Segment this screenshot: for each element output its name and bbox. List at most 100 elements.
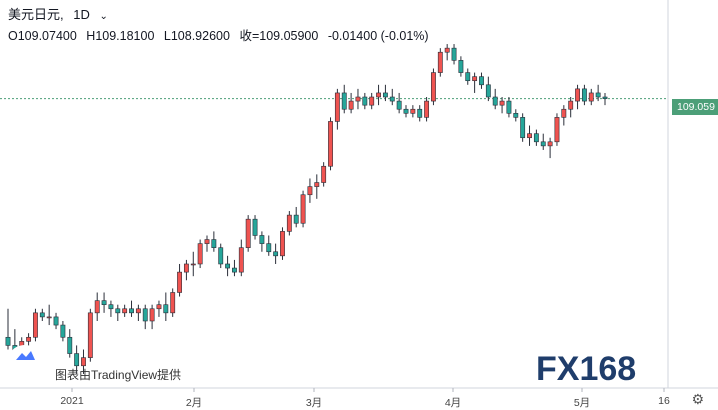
interval-selector[interactable]: 1D (73, 7, 90, 22)
candle-body (252, 218, 258, 236)
x-tick-label: 3月 (305, 397, 323, 409)
candle-body (437, 51, 443, 73)
candle-body (156, 304, 162, 310)
x-tick-label: 2021 (60, 395, 84, 407)
candle-body (341, 92, 347, 110)
x-tick-label: 16 (658, 395, 670, 407)
candle-body (410, 108, 416, 114)
candle-body (554, 117, 560, 143)
candle-body (314, 182, 320, 187)
candle-body (389, 96, 395, 102)
candle-body (245, 218, 251, 248)
candle-body (348, 100, 354, 110)
candle-body (499, 100, 505, 106)
candle-body (266, 243, 272, 253)
change-value: -0.01400 (-0.01%) (327, 29, 429, 43)
candle-body (431, 72, 436, 102)
candle-body (280, 231, 285, 257)
candle-body (33, 312, 38, 338)
candle-body (424, 100, 430, 118)
candle-body (595, 92, 601, 98)
symbol-header: 美元日元, 1D ⌄ (8, 4, 114, 23)
candle-body (183, 263, 189, 273)
candle-body (520, 117, 526, 139)
chevron-down-icon[interactable]: ⌄ (99, 11, 108, 22)
candle-body (355, 96, 361, 102)
candle-body (211, 239, 217, 248)
tradingview-attribution[interactable]: 图表由TradingView提供 (10, 345, 210, 385)
attribution-text: 图表由TradingView提供 (55, 368, 182, 382)
candle-body (149, 308, 155, 322)
candle-body (232, 267, 237, 273)
candle-body (492, 96, 498, 106)
x-tick-label: 5月 (573, 397, 591, 409)
candle-body (382, 92, 388, 98)
candle-body (479, 76, 484, 86)
candle-body (328, 121, 333, 167)
candle-body (108, 304, 114, 310)
candle-body (46, 316, 52, 319)
candle-body (547, 141, 553, 147)
candle-body (334, 92, 340, 122)
ohlc-legend: O109.07400 H109.18100 L108.92600 收=109.0… (8, 25, 435, 44)
candle-body (218, 247, 224, 265)
candle-body (101, 300, 107, 305)
gear-icon[interactable]: ⚙ (691, 391, 704, 407)
candle-body (26, 336, 32, 342)
x-tick-label: 4月 (444, 397, 462, 409)
candle-body (197, 243, 203, 265)
candle-body (60, 324, 66, 338)
candle-body (369, 96, 375, 106)
candle-body (135, 308, 141, 314)
candle-body (568, 100, 574, 110)
candle-body (396, 100, 402, 110)
candle-body (403, 108, 409, 114)
candle-body (170, 292, 176, 314)
candle-body (129, 308, 134, 314)
symbol-name[interactable]: 美元日元, (8, 7, 64, 22)
candle-body (513, 113, 519, 118)
candle-body (163, 304, 169, 314)
candle-body (273, 251, 279, 257)
candle-body (286, 214, 292, 232)
high-value: H109.18100 (86, 29, 155, 43)
cloud-icon (10, 345, 40, 367)
close-value: 收=109.05900 (239, 29, 319, 43)
candle-body (451, 47, 457, 61)
candle-body (417, 108, 423, 118)
candle-body (472, 76, 478, 82)
candle-body (238, 247, 244, 273)
candle-body (204, 239, 210, 244)
x-tick-label: 2月 (185, 397, 203, 409)
candle-body (39, 312, 45, 318)
candle-body (87, 312, 93, 358)
last-price-tag: 109.059 (672, 99, 718, 115)
candle-body (588, 92, 594, 102)
candle-body (465, 72, 471, 82)
candle-body (115, 308, 121, 314)
candle-body (561, 108, 567, 118)
candle-body (81, 357, 86, 367)
candle-body (74, 353, 80, 367)
candle-body (540, 141, 546, 147)
candle-body (94, 300, 100, 314)
candle-body (485, 84, 491, 98)
candle-body (300, 194, 306, 224)
candle-body (533, 133, 539, 143)
candle-body (122, 308, 128, 314)
candle-body (53, 316, 59, 326)
open-value: O109.07400 (8, 29, 77, 43)
watermark-text: FX168 (536, 350, 636, 386)
low-value: L108.92600 (163, 29, 230, 43)
candle-body (444, 47, 450, 53)
candle-body (575, 88, 580, 102)
fx168-watermark-logo: FX168 (536, 350, 636, 386)
candle-body (190, 263, 196, 266)
candle-body (142, 308, 148, 322)
candle-body (67, 336, 73, 354)
candle-body (225, 263, 231, 269)
candle-body (321, 165, 327, 183)
candle-body (527, 133, 532, 139)
